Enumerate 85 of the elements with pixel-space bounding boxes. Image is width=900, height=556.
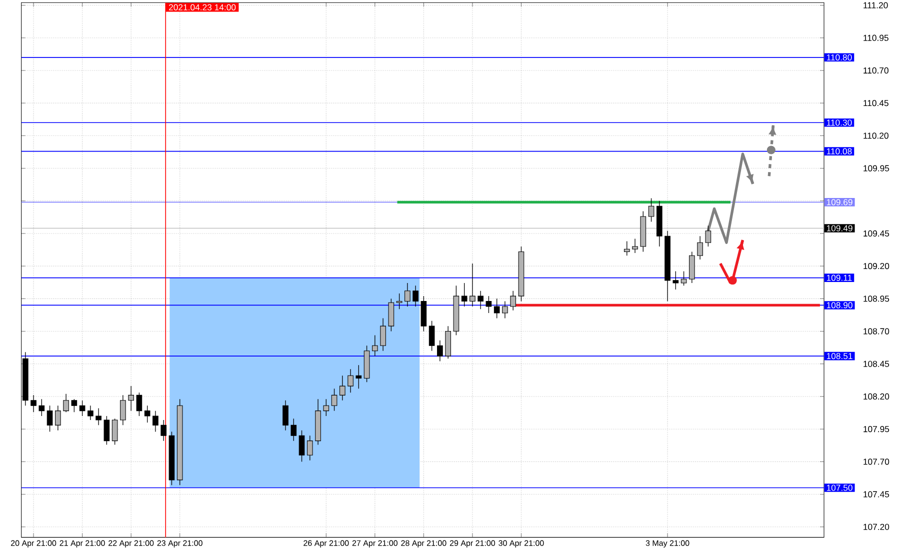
candlestick	[388, 298, 394, 332]
candlestick	[689, 251, 695, 284]
y-tick-label: 110.70	[864, 67, 888, 74]
candlestick	[71, 398, 78, 412]
candlestick	[339, 375, 346, 401]
candlestick	[502, 300, 508, 319]
x-tick-label: 21 Apr 21:00	[60, 540, 105, 548]
y-tick-label: 107.70	[864, 458, 890, 465]
candlestick	[128, 386, 134, 412]
candlestick	[290, 418, 297, 442]
candlestick	[112, 418, 118, 446]
candlestick	[404, 282, 410, 307]
candlestick	[104, 416, 110, 446]
x-tick-label: 23 Apr 21:00	[157, 540, 202, 548]
ref-line-label: 2021.04.23 14:00	[168, 4, 236, 10]
y-tick-label: 110.95	[864, 34, 888, 41]
candlestick	[697, 236, 703, 260]
candlestick	[323, 398, 330, 416]
candlestick	[55, 405, 61, 431]
y-tick-label: 107.95	[864, 426, 890, 432]
y-tick-label: 109.45	[864, 230, 890, 237]
x-tick-label: 22 Apr 21:00	[108, 540, 154, 548]
x-tick-label: 27 Apr 21:00	[352, 540, 398, 548]
ref-line-label: 110.30	[826, 120, 852, 126]
ref-line-label: 108.51	[826, 352, 852, 360]
candlestick	[30, 394, 36, 412]
y-tick-label: 111.20	[864, 2, 888, 8]
candlestick	[306, 435, 313, 461]
candlestick	[672, 270, 679, 290]
candlestick	[478, 290, 484, 310]
ref-line-label: 110.08	[826, 148, 852, 154]
y-tick-label: 107.45	[864, 491, 890, 498]
candlestick	[63, 394, 69, 412]
x-tick-label: 29 Apr 21:00	[450, 540, 496, 548]
candlestick	[680, 270, 687, 286]
candlestick	[348, 368, 354, 393]
candlestick	[136, 392, 142, 416]
candlestick	[632, 238, 638, 254]
y-tick-label: 108.20	[864, 393, 890, 400]
y-tick-label: 108.45	[864, 360, 890, 367]
candlestick	[298, 430, 305, 462]
candlestick	[120, 394, 126, 426]
candlestick	[437, 340, 443, 362]
candlestick	[38, 398, 45, 416]
y-tick-label: 110.45	[864, 100, 888, 106]
candlestick	[380, 318, 386, 352]
candlestick	[331, 388, 338, 412]
ref-line-label: 108.90	[826, 302, 852, 308]
candlestick	[160, 420, 166, 442]
candlestick	[396, 293, 402, 310]
candlestick	[152, 410, 158, 432]
x-tick-label: 20 Apr 21:00	[11, 540, 56, 548]
candlestick	[461, 282, 468, 307]
x-tick-label: 30 Apr 21:00	[498, 540, 544, 548]
candlestick	[144, 405, 150, 423]
ref-line-label: 110.80	[826, 54, 852, 60]
ref-line-label: 109.11	[826, 274, 852, 281]
x-tick-label: 28 Apr 21:00	[401, 540, 446, 548]
candlestick	[79, 400, 86, 416]
candlestick	[494, 298, 500, 319]
y-tick-label: 108.70	[864, 328, 890, 334]
candlestick	[648, 198, 654, 222]
x-tick-label: 3 May 21:00	[646, 540, 690, 548]
y-tick-label: 109.95	[864, 165, 890, 172]
y-tick-label: 109.20	[864, 263, 890, 270]
candlestick	[96, 408, 102, 426]
candlestick	[88, 405, 94, 420]
candlestick	[486, 296, 492, 314]
candlestick	[282, 400, 288, 431]
candlestick	[356, 364, 362, 389]
x-tick-label: 26 Apr 21:00	[304, 540, 349, 548]
candlestick	[412, 285, 418, 307]
candlestick	[624, 240, 630, 256]
candlestick	[46, 405, 53, 432]
candlestick	[470, 263, 476, 307]
y-tick-label: 107.20	[864, 524, 890, 530]
candlestick	[428, 320, 435, 352]
ref-line-label: 109.69	[826, 199, 852, 206]
y-tick-label: 108.95	[864, 296, 890, 302]
candlestick	[705, 225, 712, 247]
y-tick-label: 110.20	[864, 132, 888, 139]
ref-line-label: 107.50	[826, 484, 852, 491]
ref-line-label: 109.49	[826, 225, 852, 232]
candlestick	[372, 334, 378, 356]
candlestick	[510, 290, 516, 311]
